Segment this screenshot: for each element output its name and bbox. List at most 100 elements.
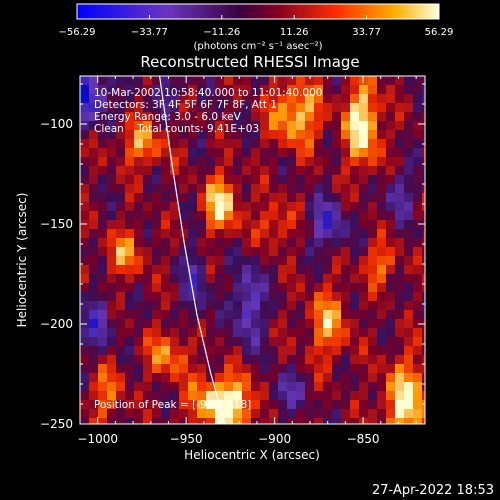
heatmap-cell [116,76,126,86]
heatmap-cell [395,373,405,383]
heatmap-cell [269,76,279,86]
heatmap-cell [170,94,180,104]
heatmap-cell [305,175,315,185]
heatmap-cell [116,112,126,122]
heatmap-cell [188,85,198,95]
heatmap-cell [242,346,252,356]
heatmap-cell [188,238,198,248]
heatmap-cell [269,409,279,419]
heatmap-cell [206,373,216,383]
heatmap-cell [197,256,207,266]
heatmap-cell [206,355,216,365]
heatmap-cell [152,202,162,212]
heatmap-cell [125,310,135,320]
heatmap-cell [260,319,270,329]
heatmap-cell [143,337,153,347]
heatmap-cell [359,148,369,158]
heatmap-cell [359,157,369,167]
heatmap-cell [260,265,270,275]
heatmap-cell [386,184,396,194]
heatmap-cell [116,157,126,167]
heatmap-cell [251,292,261,302]
heatmap-cell [413,382,423,392]
heatmap-cell [269,238,279,248]
heatmap-cell [251,283,261,293]
heatmap-cell [251,112,261,122]
heatmap-cell [215,76,225,86]
heatmap-cell [359,94,369,104]
heatmap-cell [323,157,333,167]
heatmap-cell [206,94,216,104]
heatmap-cell [206,148,216,158]
heatmap-cell [296,247,306,257]
heatmap-cell [224,391,234,401]
heatmap-cell [260,112,270,122]
heatmap-cell [386,418,396,424]
heatmap-cell [278,301,288,311]
heatmap-cell [80,139,90,149]
heatmap-cell [107,193,117,203]
heatmap-cell [170,202,180,212]
heatmap-cell [260,274,270,284]
heatmap-cell [242,256,252,266]
heatmap-cell [422,346,425,356]
heatmap-cell [80,418,90,424]
heatmap-cell [188,328,198,338]
heatmap-cell [98,364,108,374]
heatmap-cell [323,85,333,95]
heatmap-cell [161,382,171,392]
heatmap-cell [377,220,387,230]
heatmap-cell [170,112,180,122]
heatmap-cell [107,310,117,320]
heatmap-cell [269,391,279,401]
heatmap-cell [233,157,243,167]
heatmap-cell [197,247,207,257]
heatmap-cell [161,202,171,212]
heatmap-cell [98,247,108,257]
heatmap-cell [269,175,279,185]
heatmap-cell [323,184,333,194]
heatmap-cell [215,355,225,365]
heatmap-cell [287,409,297,419]
heatmap-cell [350,229,360,239]
heatmap-cell [278,193,288,203]
heatmap-cell [98,112,108,122]
heatmap-cell [422,157,425,167]
heatmap-cell [215,184,225,194]
heatmap-cell [134,337,144,347]
heatmap-cell [413,166,423,176]
heatmap-cell [89,355,99,365]
heatmap-cell [152,85,162,95]
heatmap-cell [107,148,117,158]
heatmap-cell [143,328,153,338]
heatmap-cell [125,391,135,401]
heatmap-cell [278,130,288,140]
heatmap-cell [368,130,378,140]
heatmap-cell [368,265,378,275]
heatmap-cell [89,94,99,104]
heatmap-cell [422,337,425,347]
heatmap-cell [188,373,198,383]
heatmap-cell [359,346,369,356]
heatmap-cell [386,319,396,329]
heatmap-cell [143,85,153,95]
heatmap-cell [359,193,369,203]
heatmap-cell [98,400,108,410]
heatmap-cell [260,103,270,113]
heatmap-cell [80,211,90,221]
heatmap-cell [152,112,162,122]
heatmap-cell [215,85,225,95]
heatmap-cell [296,202,306,212]
heatmap-cell [125,175,135,185]
heatmap-cell [413,274,423,284]
heatmap-cell [134,364,144,374]
heatmap-cell [161,193,171,203]
heatmap-cell [179,220,189,230]
heatmap-cell [116,265,126,275]
heatmap-cell [368,337,378,347]
heatmap-cell [251,265,261,275]
heatmap-cell [332,85,342,95]
heatmap-cell [404,148,414,158]
heatmap-cell [134,229,144,239]
heatmap-cell [287,148,297,158]
